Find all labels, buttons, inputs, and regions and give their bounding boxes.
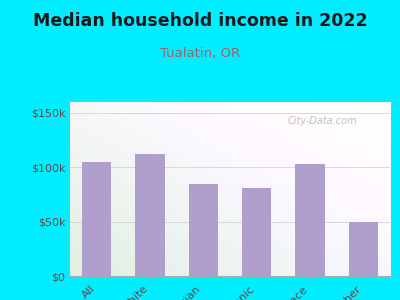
Bar [349, 222, 378, 276]
Bar [295, 164, 325, 276]
Bar [189, 184, 218, 276]
Bar [82, 162, 111, 276]
Bar [135, 154, 165, 276]
Text: City-Data.com: City-Data.com [288, 116, 357, 126]
Bar [242, 188, 271, 276]
Text: Tualatin, OR: Tualatin, OR [160, 46, 240, 59]
Text: Median household income in 2022: Median household income in 2022 [33, 12, 367, 30]
